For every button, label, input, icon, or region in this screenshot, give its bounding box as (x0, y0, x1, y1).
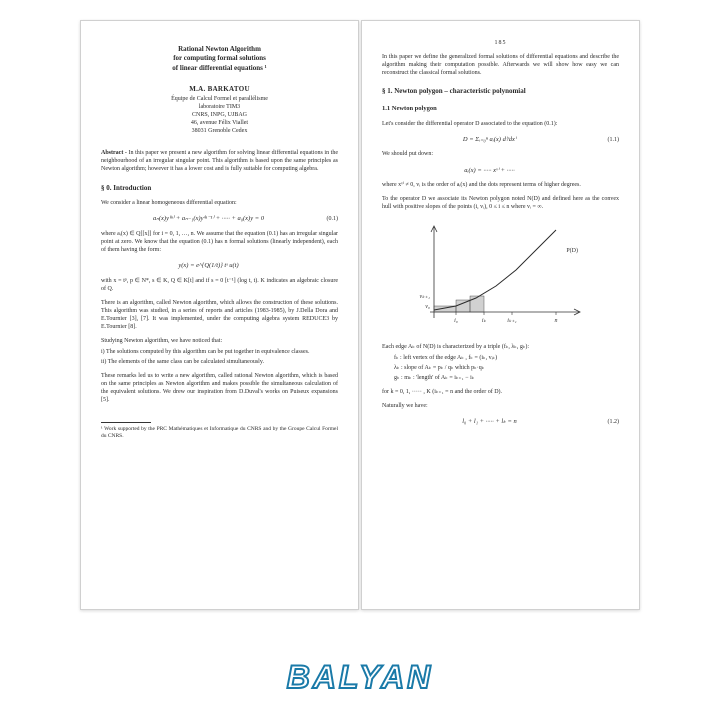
equation-small: aᵢ(x) = ····· xᵛⁱ + ····· (382, 167, 619, 176)
left-para-6: These remarks led us to write a new algo… (101, 372, 338, 404)
equation-0-1-body: aₙ(x)y⁽ⁿ⁾ + aₙ₋₁(x)y⁽ⁿ⁻¹⁾ + ····· + a₀(x… (101, 215, 316, 224)
page-left: Rational Newton Algorithm for computing … (80, 20, 359, 610)
left-para-5b: ii) The elements of the same class can b… (101, 358, 338, 366)
equation-0-1: aₙ(x)y⁽ⁿ⁾ + aₙ₋₁(x)y⁽ⁿ⁻¹⁾ + ····· + a₀(x… (101, 215, 338, 224)
author-block: M.A. BARKATOU Équipe de Calcul Formel et… (101, 85, 338, 135)
equation-small-body: aᵢ(x) = ····· xᵛⁱ + ····· (382, 167, 597, 176)
svg-text:iₖ₊₁: iₖ₊₁ (507, 318, 516, 324)
bullet-3: gₖ : mₖ : 'length' of Aₖ = iₖ₊₁ − iₖ (382, 374, 619, 382)
newton-polygon-chart: i₀ iₖ iₖ₊₁ n v₀ vₖ₊₁ P(D) (382, 222, 619, 337)
right-para-4: To the operator D we associate its Newto… (382, 195, 619, 211)
right-para-5: Each edge Aₖ of N(D) is characterized by… (382, 343, 619, 351)
right-para-3: where xᵛⁱ ≠ 0, vᵢ is the order of aᵢ(x) … (382, 181, 619, 189)
abstract-label: Abstract - (101, 150, 129, 156)
svg-text:n: n (554, 318, 557, 324)
right-para-7: Naturally we have: (382, 402, 619, 410)
left-para-1: We consider a linear homogeneous differe… (101, 199, 338, 207)
title-line-2: for computing formal solutions (101, 54, 338, 63)
page-number: 185 (382, 39, 619, 47)
left-para-5a: i) The solutions computed by this algori… (101, 348, 338, 356)
left-para-4: There is an algorithm, called Newton alg… (101, 299, 338, 331)
svg-text:vₖ₊₁: vₖ₊₁ (419, 294, 429, 300)
svg-text:iₖ: iₖ (481, 318, 486, 324)
abstract: Abstract - In this paper we present a ne… (101, 149, 338, 173)
abstract-text: In this paper we present a new algorithm… (101, 150, 338, 172)
equation-0-2-body: y(x) = e^{Q(1/t)} tˢ u(t) (101, 262, 316, 271)
affiliation-2: laboratoire TIM3 (101, 103, 338, 111)
affiliation-1: Équipe de Calcul Formel et parallélisme (101, 95, 338, 103)
author-name: M.A. BARKATOU (101, 85, 338, 94)
right-para-1: Let's consider the differential operator… (382, 120, 619, 128)
svg-text:P(D): P(D) (566, 247, 578, 254)
equation-1-2-body: l₀ + l₁ + ····· + lₖ = n (382, 418, 597, 427)
footnote: ¹ Work supported by the PRC Mathématique… (101, 426, 338, 441)
left-para-3: with x = tᵖ, p ∈ N*, s ∈ K, Q ∈ K[t] and… (101, 277, 338, 293)
title-block: Rational Newton Algorithm for computing … (101, 45, 338, 73)
section-1-heading: § 1. Newton polygon – characteristic pol… (382, 87, 619, 96)
newton-polygon-svg: i₀ iₖ iₖ₊₁ n v₀ vₖ₊₁ P(D) (416, 222, 586, 337)
affiliation-5: 38031 Grenoble Cedex (101, 127, 338, 135)
svg-text:v₀: v₀ (425, 304, 430, 310)
right-para-6: for k = 0, 1, ····· , K (iₖ₊₁ = n and th… (382, 388, 619, 396)
title-line-1: Rational Newton Algorithm (101, 45, 338, 54)
title-line-3: of linear differential equations ¹ (101, 64, 338, 73)
affiliation-4: 46, avenue Félix Viallet (101, 119, 338, 127)
right-para-2: We should put down: (382, 150, 619, 158)
equation-1-1-body: D = Σᵢ₌₀ⁿ aᵢ(x) dⁱ/dxⁱ (382, 136, 597, 145)
section-0-heading: § 0. Introduction (101, 184, 338, 193)
bullet-1: fₖ : left vertex of the edge Aₖ , fₖ = (… (382, 354, 619, 362)
svg-text:i₀: i₀ (454, 318, 458, 324)
subsection-1-1-heading: 1.1 Newton polygon (382, 105, 619, 114)
page-right: 185 In this paper we define the generali… (361, 20, 640, 610)
footnote-rule (101, 422, 151, 423)
left-para-2: where aᵢ(x) ∈ Q[[x]] for i = 0, 1, …, n.… (101, 230, 338, 254)
affiliation-3: CNRS, INPG, UJBAG (101, 111, 338, 119)
equation-1-2: l₀ + l₁ + ····· + lₖ = n (1.2) (382, 418, 619, 427)
equation-0-2: y(x) = e^{Q(1/t)} tˢ u(t) (101, 262, 338, 271)
equation-1-1-number: (1.1) (597, 136, 619, 144)
equation-1-2-number: (1.2) (597, 418, 619, 426)
right-intro: In this paper we define the generalized … (382, 53, 619, 77)
bullet-2: λₖ : slope of Aₖ = pₖ / qₖ which pₖ·qₖ (382, 364, 619, 372)
equation-0-1-number: (0.1) (316, 215, 338, 223)
pages-container: Rational Newton Algorithm for computing … (80, 20, 640, 610)
left-para-5: Studying Newton algorithm, we have notic… (101, 337, 338, 345)
equation-1-1: D = Σᵢ₌₀ⁿ aᵢ(x) dⁱ/dxⁱ (1.1) (382, 136, 619, 145)
watermark: BALYAN (287, 659, 434, 696)
